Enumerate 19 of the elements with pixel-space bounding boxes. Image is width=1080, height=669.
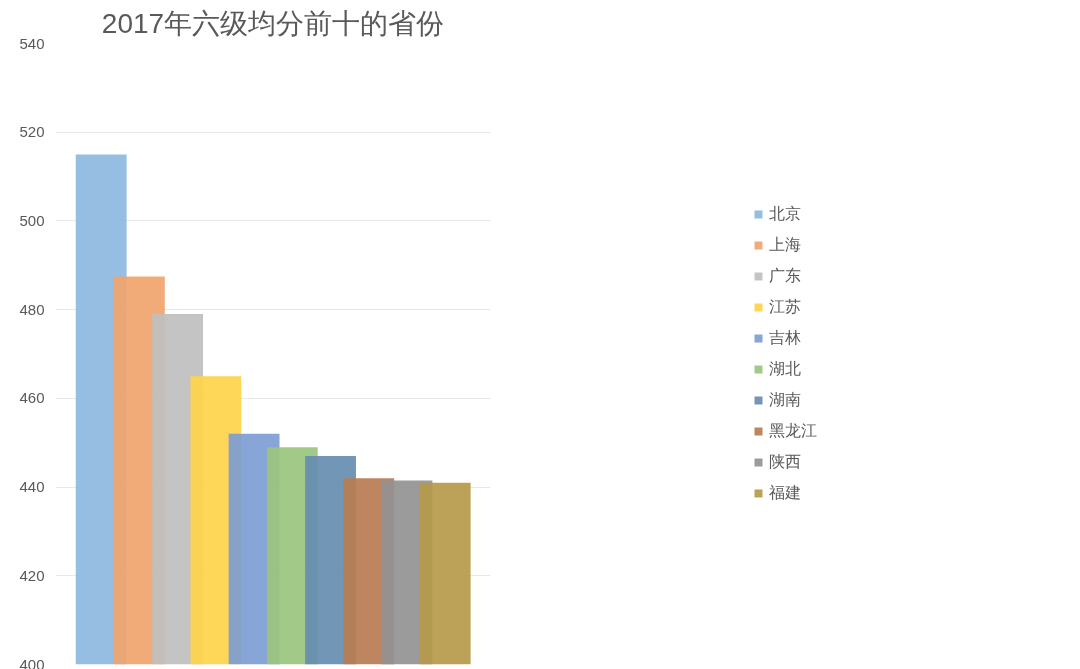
legend-label: 福建: [769, 482, 801, 503]
y-tick-label: 420: [19, 566, 45, 584]
legend-label: 吉林: [769, 327, 801, 348]
y-tick-label: 460: [19, 389, 45, 407]
legend-label: 广东: [769, 265, 801, 286]
y-tick-label: 540: [19, 34, 45, 52]
chart-title: 2017年六级均分前十的省份: [101, 7, 445, 39]
y-tick-label: 500: [19, 211, 45, 229]
legend-label: 北京: [769, 203, 801, 224]
y-tick-label: 520: [19, 123, 45, 141]
y-tick-label: 400: [19, 655, 45, 669]
legend-label: 湖南: [769, 389, 801, 410]
legend-label: 湖北: [769, 358, 801, 379]
legend-label: 黑龙江: [769, 420, 817, 441]
y-tick-label: 440: [19, 478, 45, 496]
legend-label: 上海: [769, 234, 801, 255]
legend-label: 江苏: [769, 296, 801, 317]
y-tick-label: 480: [19, 300, 45, 318]
legend-label: 陕西: [769, 451, 801, 472]
